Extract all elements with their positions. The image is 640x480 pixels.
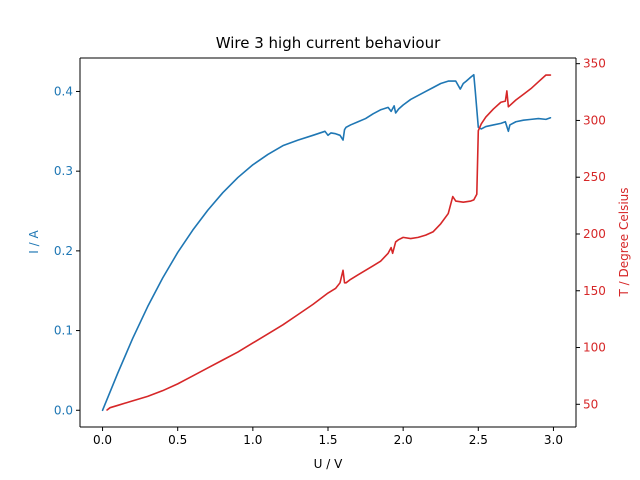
series-layer — [101, 73, 552, 412]
y-right-axis-ticks: 50 100 150 200 250 300 350 — [576, 57, 606, 411]
y-left-tick-label: 0.1 — [54, 324, 73, 338]
x-tick-label: 2.5 — [469, 433, 488, 447]
x-tick-label: 3.0 — [544, 433, 563, 447]
y-right-tick-label: 200 — [583, 227, 606, 241]
y-right-tick-label: 50 — [583, 397, 598, 411]
y-right-tick-label: 150 — [583, 284, 606, 298]
y-right-tick-label: 300 — [583, 113, 606, 127]
current-line — [101, 73, 552, 412]
y-right-tick-label: 250 — [583, 170, 606, 184]
x-axis-ticks: 0.0 0.5 1.0 1.5 2.0 2.5 3.0 — [93, 427, 563, 447]
y-left-axis-label: I / A — [27, 230, 41, 254]
temperature-line — [106, 74, 552, 411]
y-right-tick-label: 350 — [583, 57, 606, 71]
x-tick-label: 1.0 — [243, 433, 262, 447]
y-left-tick-label: 0.2 — [54, 244, 73, 258]
x-axis-label: U / V — [314, 457, 343, 471]
y-left-tick-label: 0.0 — [54, 403, 73, 417]
y-right-axis-label: T / Degree Celsius — [617, 187, 631, 297]
x-tick-label: 0.5 — [168, 433, 187, 447]
chart-title: Wire 3 high current behaviour — [216, 34, 441, 52]
plot-area — [80, 58, 576, 427]
x-tick-label: 2.0 — [394, 433, 413, 447]
x-tick-label: 0.0 — [93, 433, 112, 447]
y-left-axis-ticks: 0.0 0.1 0.2 0.3 0.4 — [54, 84, 80, 417]
y-right-tick-label: 100 — [583, 341, 606, 355]
y-left-tick-label: 0.4 — [54, 84, 73, 98]
x-tick-label: 1.5 — [318, 433, 337, 447]
y-left-tick-label: 0.3 — [54, 164, 73, 178]
